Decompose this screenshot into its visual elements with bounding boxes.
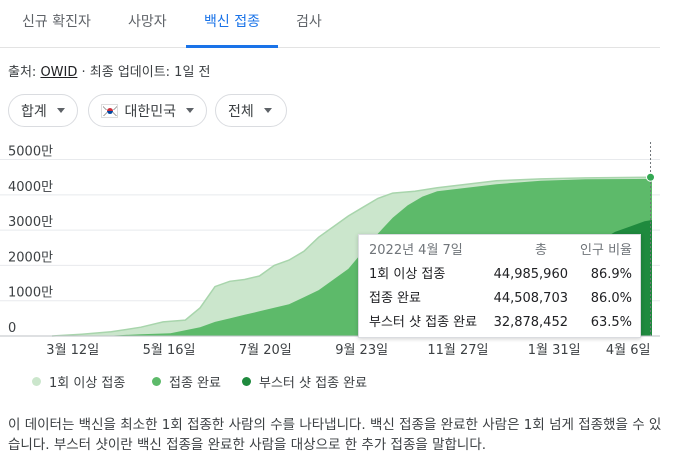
legend-swatch xyxy=(152,377,161,386)
country-dropdown[interactable]: 대한민국 xyxy=(88,94,207,127)
x-tick-label: 3월 12일 xyxy=(46,343,99,358)
legend-item-fully-vaccinated[interactable]: 접종 완료 xyxy=(152,372,221,391)
chevron-down-icon xyxy=(56,108,65,113)
hover-marker xyxy=(646,172,656,182)
y-tick-label: 5000만 xyxy=(8,145,53,160)
x-tick-label: 7월 20일 xyxy=(239,343,292,358)
tab-vaccination[interactable]: 백신 접종 xyxy=(186,0,278,48)
chart-tooltip: 2022년 4월 7일 총 인구 비율 1회 이상 접종 44,985,960 … xyxy=(358,234,641,338)
tooltip-col-ratio: 인구 비율 xyxy=(580,243,632,258)
source-line: 출처: OWID · 최종 업데이트: 1일 전 xyxy=(8,61,211,80)
y-tick-label: 4000만 xyxy=(8,180,53,195)
chart-description: 이 데이터는 백신을 최소한 1회 접종한 사람의 수를 나타냅니다. 백신 접… xyxy=(8,417,662,453)
x-tick-label: 9월 23일 xyxy=(335,343,388,358)
legend-item-booster[interactable]: 부스터 샷 접종 완료 xyxy=(242,372,367,391)
legend-swatch xyxy=(32,377,41,386)
tooltip-col-total: 총 xyxy=(535,243,547,258)
y-tick-label: 3000만 xyxy=(8,215,53,230)
chevron-down-icon xyxy=(263,108,272,113)
x-tick-label: 4월 6일 xyxy=(606,343,651,358)
tab-bar: 신규 확진자 사망자 백신 접종 검사 xyxy=(0,0,660,48)
tooltip-row: 접종 완료 44,508,703 86.0% xyxy=(369,291,632,306)
tab-tests[interactable]: 검사 xyxy=(296,14,322,30)
tooltip-row: 부스터 샷 접종 완료 32,878,452 63.5% xyxy=(369,315,632,330)
korea-flag-icon xyxy=(101,103,119,118)
country-label: 대한민국 xyxy=(124,103,176,120)
tab-deaths[interactable]: 사망자 xyxy=(128,14,167,30)
legend-swatch xyxy=(242,377,251,386)
y-tick-label: 2000만 xyxy=(8,250,53,265)
x-tick-label: 1월 31일 xyxy=(528,343,581,358)
aggregate-dropdown[interactable]: 합계 xyxy=(8,94,78,127)
tooltip-row: 1회 이상 접종 44,985,960 86.9% xyxy=(369,267,632,282)
aggregate-label: 합계 xyxy=(21,103,47,120)
tooltip-date: 2022년 4월 7일 xyxy=(369,243,463,258)
tooltip-header: 2022년 4월 7일 총 인구 비율 xyxy=(369,241,632,261)
legend-item-first-dose[interactable]: 1회 이상 접종 xyxy=(32,372,125,391)
x-tick-label: 11월 27일 xyxy=(427,343,488,358)
x-tick-label: 5월 16일 xyxy=(143,343,196,358)
y-tick-label: 1000만 xyxy=(8,286,53,301)
y-tick-label: 0 xyxy=(8,321,16,336)
source-updated: · 최종 업데이트: 1일 전 xyxy=(77,65,211,80)
source-prefix: 출처: xyxy=(8,65,41,80)
first-dose-line xyxy=(51,176,653,337)
range-label: 전체 xyxy=(228,103,254,120)
range-dropdown[interactable]: 전체 xyxy=(215,94,287,127)
tab-new-cases[interactable]: 신규 확진자 xyxy=(22,14,91,30)
source-link[interactable]: OWID xyxy=(40,65,78,80)
chevron-down-icon xyxy=(186,108,194,113)
